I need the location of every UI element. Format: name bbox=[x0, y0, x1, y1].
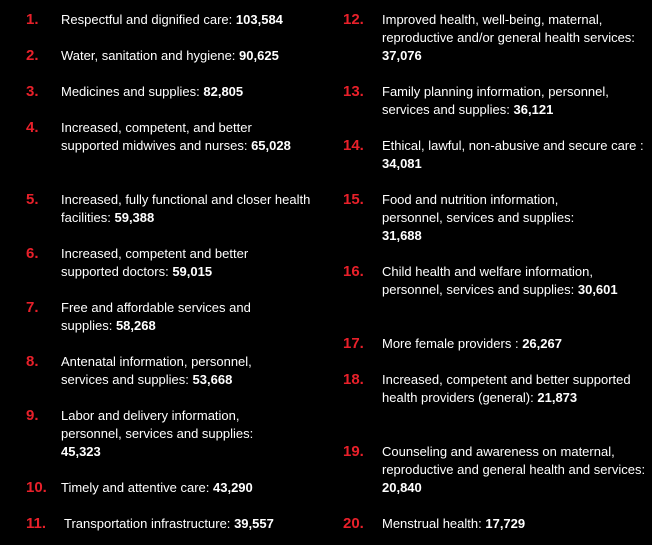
item-number: 1. bbox=[26, 11, 39, 28]
item-number: 11. bbox=[26, 515, 47, 532]
item-value: 17,729 bbox=[485, 516, 526, 531]
item-number: 17. bbox=[343, 335, 364, 352]
item-text: Respectful and dignified care: 103,584 bbox=[61, 11, 323, 29]
item-text: Timely and attentive care: 43,290 bbox=[61, 479, 323, 497]
item-text: Counseling and awareness on maternal, re… bbox=[382, 443, 648, 497]
item-text: Antenatal information, personnel, servic… bbox=[61, 353, 291, 389]
item-text: Family planning information, personnel, … bbox=[382, 83, 648, 119]
item-value: 39,557 bbox=[234, 516, 274, 531]
item-number: 12. bbox=[343, 11, 364, 28]
item-label: More female providers : bbox=[382, 336, 519, 351]
item-number: 3. bbox=[26, 83, 39, 100]
item-text: Transportation infrastructure: 39,557 bbox=[64, 515, 326, 533]
item-label: Respectful and dignified care: bbox=[61, 12, 233, 27]
item-number: 19. bbox=[343, 443, 364, 460]
item-text: Ethical, lawful, non-abusive and secure … bbox=[382, 137, 648, 173]
item-label: Free and affordable services and supplie… bbox=[61, 300, 251, 333]
item-label: Increased, competent and better supporte… bbox=[61, 246, 249, 279]
item-number: 7. bbox=[26, 299, 39, 316]
item-value: 43,290 bbox=[213, 480, 253, 495]
item-label: Increased, competent and better supporte… bbox=[382, 372, 631, 405]
item-value: 45,323 bbox=[61, 444, 101, 459]
item-label: Transportation infrastructure: bbox=[64, 516, 231, 531]
item-value: 58,268 bbox=[115, 318, 156, 333]
item-text: Increased, fully functional and closer h… bbox=[61, 191, 311, 227]
item-value: 26,267 bbox=[522, 336, 562, 351]
item-number: 14. bbox=[343, 137, 364, 154]
item-label: Improved health, well-being, maternal, r… bbox=[382, 12, 635, 45]
item-text: Child health and welfare information, pe… bbox=[382, 263, 642, 299]
item-text: More female providers : 26,267 bbox=[382, 335, 652, 353]
item-number: 6. bbox=[26, 245, 39, 262]
item-value: 36,121 bbox=[513, 102, 554, 117]
item-text: Increased, competent and better supporte… bbox=[382, 371, 632, 407]
item-text: Labor and delivery information, personne… bbox=[61, 407, 293, 461]
item-number: 9. bbox=[26, 407, 39, 424]
item-label: Labor and delivery information, personne… bbox=[61, 408, 254, 441]
item-label: Increased, fully functional and closer h… bbox=[61, 192, 311, 225]
item-number: 10. bbox=[26, 479, 47, 496]
item-number: 4. bbox=[26, 119, 39, 136]
item-value: 34,081 bbox=[382, 156, 422, 171]
item-label: Antenatal information, personnel, servic… bbox=[61, 354, 252, 387]
item-number: 5. bbox=[26, 191, 39, 208]
item-text: Menstrual health: 17,729 bbox=[382, 515, 652, 533]
item-text: Medicines and supplies: 82,805 bbox=[61, 83, 323, 101]
item-number: 13. bbox=[343, 83, 364, 100]
item-value: 59,015 bbox=[172, 264, 213, 279]
item-label: Water, sanitation and hygiene: bbox=[61, 48, 236, 63]
item-number: 18. bbox=[343, 371, 364, 388]
item-label: Medicines and supplies: bbox=[61, 84, 200, 99]
item-value: 20,840 bbox=[382, 480, 422, 495]
item-text: Improved health, well-being, maternal, r… bbox=[382, 11, 644, 65]
item-value: 30,601 bbox=[577, 282, 618, 297]
item-label: Family planning information, personnel, … bbox=[382, 84, 609, 117]
item-value: 53,668 bbox=[192, 372, 233, 387]
item-value: 59,388 bbox=[114, 210, 155, 225]
item-value: 82,805 bbox=[203, 84, 244, 99]
item-text: Water, sanitation and hygiene: 90,625 bbox=[61, 47, 323, 65]
item-value: 37,076 bbox=[382, 48, 422, 63]
item-number: 15. bbox=[343, 191, 364, 208]
item-label: Timely and attentive care: bbox=[61, 480, 210, 495]
item-value: 65,028 bbox=[251, 138, 291, 153]
item-value: 103,584 bbox=[235, 12, 283, 27]
item-text: Increased, competent, and better support… bbox=[61, 119, 293, 155]
item-value: 90,625 bbox=[239, 48, 279, 63]
item-label: Child health and welfare information, pe… bbox=[382, 264, 594, 297]
item-text: Food and nutrition information, personne… bbox=[382, 191, 614, 245]
item-number: 16. bbox=[343, 263, 364, 280]
item-label: Menstrual health: bbox=[382, 516, 482, 531]
item-text: Increased, competent and better supporte… bbox=[61, 245, 291, 281]
item-label: Counseling and awareness on maternal, re… bbox=[382, 444, 646, 477]
item-label: Increased, competent, and better support… bbox=[61, 120, 252, 153]
item-text: Free and affordable services and supplie… bbox=[61, 299, 291, 335]
item-value: 21,873 bbox=[537, 390, 578, 405]
item-number: 2. bbox=[26, 47, 39, 64]
item-number: 8. bbox=[26, 353, 39, 370]
item-value: 31,688 bbox=[382, 228, 422, 243]
item-label: Ethical, lawful, non-abusive and secure … bbox=[382, 138, 644, 153]
item-label: Food and nutrition information, personne… bbox=[382, 192, 575, 225]
item-number: 20. bbox=[343, 515, 364, 532]
